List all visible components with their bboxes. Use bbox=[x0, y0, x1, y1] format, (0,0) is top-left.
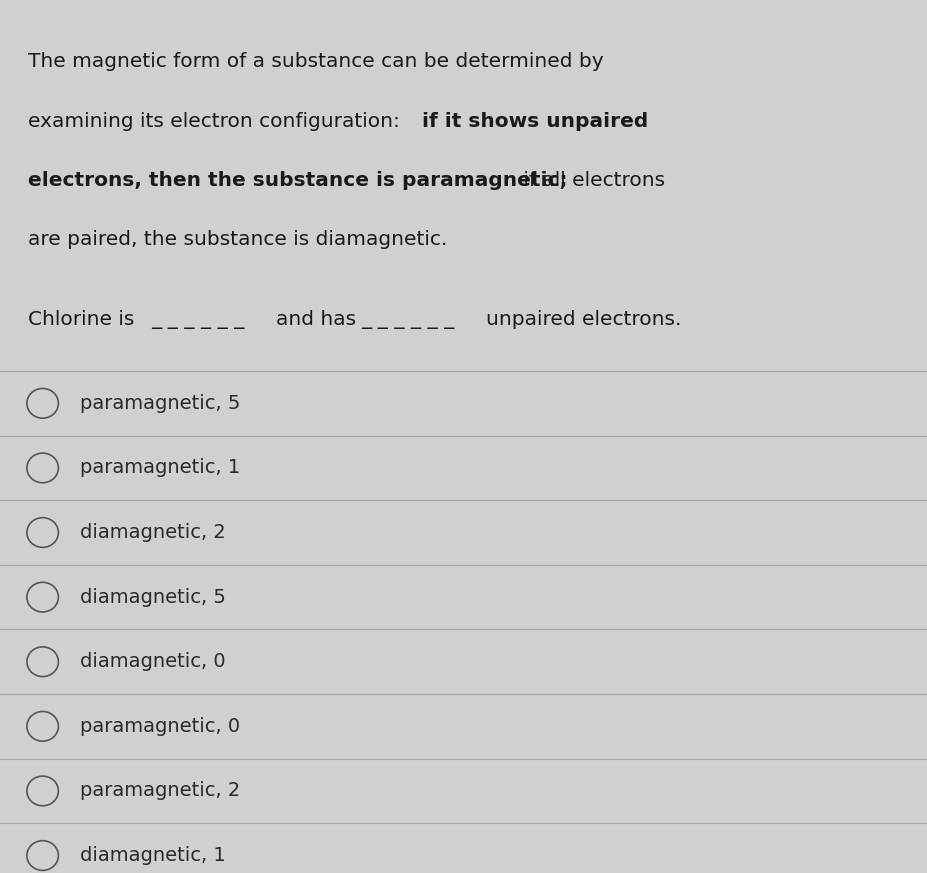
Text: diamagnetic, 5: diamagnetic, 5 bbox=[80, 588, 225, 607]
Text: examining its electron configuration:: examining its electron configuration: bbox=[28, 112, 406, 131]
Text: if it shows unpaired: if it shows unpaired bbox=[422, 112, 648, 131]
Text: unpaired electrons.: unpaired electrons. bbox=[486, 310, 681, 329]
Text: _ _ _ _ _ _: _ _ _ _ _ _ bbox=[362, 310, 455, 329]
Text: paramagnetic, 1: paramagnetic, 1 bbox=[80, 458, 240, 478]
Text: The magnetic form of a substance can be determined by: The magnetic form of a substance can be … bbox=[28, 52, 603, 72]
Text: diamagnetic, 1: diamagnetic, 1 bbox=[80, 846, 225, 865]
Text: diamagnetic, 2: diamagnetic, 2 bbox=[80, 523, 225, 542]
Text: are paired, the substance is diamagnetic.: are paired, the substance is diamagnetic… bbox=[28, 230, 447, 250]
Text: electrons, then the substance is paramagnetic;: electrons, then the substance is paramag… bbox=[28, 171, 567, 190]
Text: and has: and has bbox=[276, 310, 356, 329]
Text: paramagnetic, 5: paramagnetic, 5 bbox=[80, 394, 240, 413]
Text: if all electrons: if all electrons bbox=[517, 171, 666, 190]
Text: _ _ _ _ _ _: _ _ _ _ _ _ bbox=[151, 310, 245, 329]
Text: diamagnetic, 0: diamagnetic, 0 bbox=[80, 652, 225, 671]
Text: paramagnetic, 2: paramagnetic, 2 bbox=[80, 781, 240, 801]
Text: paramagnetic, 0: paramagnetic, 0 bbox=[80, 717, 240, 736]
Text: Chlorine is: Chlorine is bbox=[28, 310, 134, 329]
